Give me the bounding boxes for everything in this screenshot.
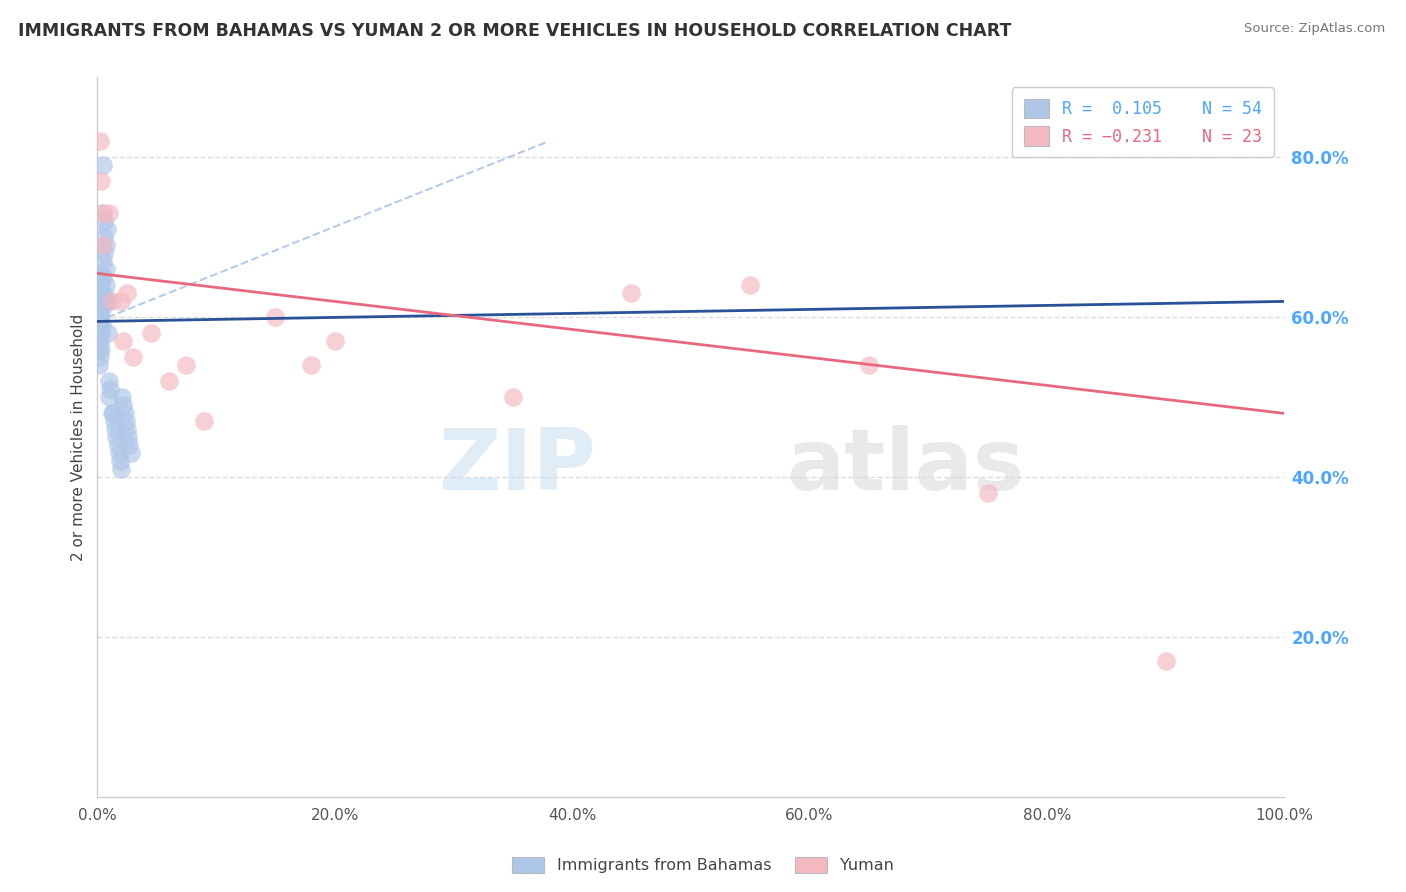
Point [90, 174, 112, 188]
Point [118, 438, 141, 452]
Point [91, 206, 114, 220]
Point [90, 310, 112, 325]
Point [193, 414, 215, 428]
Point [139, 326, 162, 341]
Point [107, 438, 129, 452]
Point [91, 286, 114, 301]
Point [87, 326, 110, 341]
Point [502, 391, 524, 405]
Point [114, 406, 136, 420]
Point [620, 286, 643, 301]
Point [96, 222, 118, 236]
Point [91, 270, 114, 285]
Text: atlas: atlas [786, 425, 1024, 508]
Point [89, 351, 111, 365]
Point [96, 294, 118, 309]
Point [110, 294, 132, 309]
Point [120, 446, 142, 460]
Point [100, 294, 122, 309]
Point [101, 406, 124, 420]
Point [100, 383, 122, 397]
Text: IMMIGRANTS FROM BAHAMAS VS YUMAN 2 OR MORE VEHICLES IN HOUSEHOLD CORRELATION CHA: IMMIGRANTS FROM BAHAMAS VS YUMAN 2 OR MO… [18, 22, 1012, 40]
Point [97, 294, 120, 309]
Point [91, 318, 114, 333]
Point [111, 391, 134, 405]
Point [112, 334, 135, 349]
Point [98, 391, 121, 405]
Point [176, 359, 198, 373]
Point [91, 158, 114, 172]
Point [103, 414, 125, 428]
Point [104, 422, 127, 436]
Point [91, 254, 114, 268]
Point [94, 262, 117, 277]
Point [97, 326, 120, 341]
Point [98, 375, 121, 389]
Point [108, 454, 131, 468]
Point [105, 430, 128, 444]
Point [976, 486, 998, 500]
Text: ZIP: ZIP [439, 425, 596, 508]
Point [90, 278, 112, 293]
Point [115, 286, 138, 301]
Point [157, 375, 180, 389]
Point [89, 302, 111, 317]
Point [91, 270, 114, 285]
Point [115, 422, 138, 436]
Point [98, 206, 121, 220]
Point [90, 294, 112, 309]
Point [91, 238, 114, 252]
Point [117, 430, 139, 444]
Point [93, 246, 115, 260]
Legend: Immigrants from Bahamas, Yuman: Immigrants from Bahamas, Yuman [506, 850, 900, 880]
Point [740, 278, 762, 293]
Point [87, 294, 110, 309]
Point [87, 343, 110, 357]
Point [323, 334, 346, 349]
Point [112, 398, 135, 412]
Y-axis label: 2 or more Vehicles in Household: 2 or more Vehicles in Household [72, 314, 86, 561]
Point [89, 286, 111, 301]
Point [89, 135, 111, 149]
Point [91, 206, 114, 220]
Point [87, 310, 110, 325]
Point [87, 359, 110, 373]
Point [299, 359, 322, 373]
Text: Source: ZipAtlas.com: Source: ZipAtlas.com [1244, 22, 1385, 36]
Point [93, 214, 115, 228]
Point [90, 343, 112, 357]
Point [94, 238, 117, 252]
Legend: R =  0.105    N = 54, R = −0.231    N = 23: R = 0.105 N = 54, R = −0.231 N = 23 [1012, 87, 1274, 157]
Point [94, 278, 117, 293]
Point [122, 351, 145, 365]
Point [90, 326, 112, 341]
Point [858, 359, 880, 373]
Point [91, 286, 114, 301]
Point [91, 302, 114, 317]
Point [89, 334, 111, 349]
Point [93, 230, 115, 244]
Point [100, 406, 122, 420]
Point [114, 414, 136, 428]
Point [1154, 654, 1177, 668]
Point [89, 318, 111, 333]
Point [110, 462, 132, 476]
Point [107, 446, 129, 460]
Point [264, 310, 287, 325]
